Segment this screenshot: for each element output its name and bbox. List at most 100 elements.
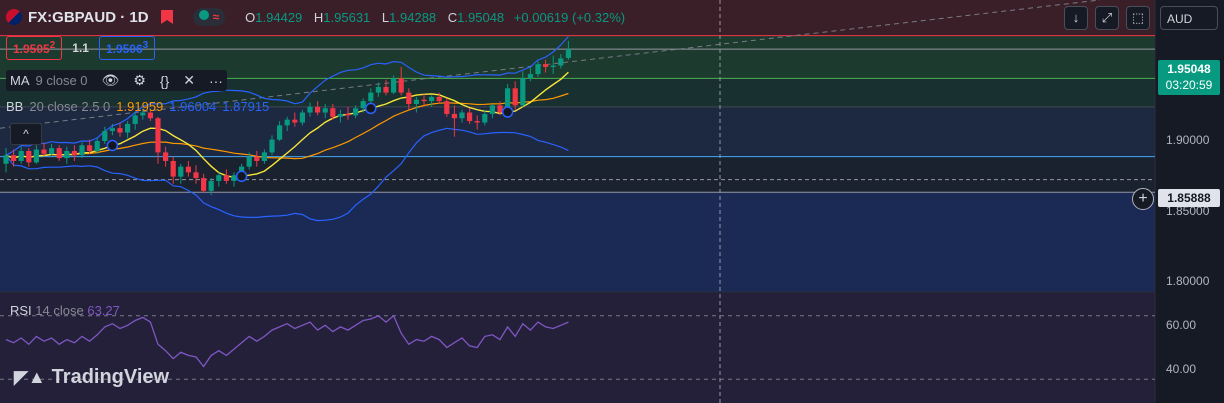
close-icon[interactable]: ✕ <box>183 72 195 88</box>
candle-body <box>223 175 229 181</box>
ohlc-values: O1.94429 H1.95631 L1.94288 C1.95048 +0.0… <box>245 10 625 25</box>
collapse-legend-button[interactable]: ^ <box>10 123 42 145</box>
source-code-icon[interactable]: {} <box>159 72 170 89</box>
crosshair-price-label: 1.85888 <box>1158 189 1220 207</box>
rsi-line <box>5 314 569 368</box>
ma-cross-marker <box>106 139 119 152</box>
candle-body <box>201 178 207 191</box>
bb-params: 20 close 2.5 0 <box>29 99 111 114</box>
candle-body <box>459 112 465 119</box>
candle-body <box>558 58 564 66</box>
ma-cross-marker <box>235 170 248 183</box>
bookmark-icon[interactable] <box>160 10 173 24</box>
candle-body <box>489 105 495 114</box>
candle-body <box>3 155 9 164</box>
eye-icon[interactable]: 👁 <box>101 72 120 88</box>
candle-body <box>18 150 24 161</box>
high-value: 1.95631 <box>323 9 371 25</box>
candle-body <box>429 96 435 102</box>
candle-body <box>391 78 397 93</box>
candle-body <box>140 112 146 116</box>
close-label: C <box>447 9 458 25</box>
bb-legend[interactable]: BB 20 close 2.5 0 1.91959 1.96004 1.8791… <box>6 99 269 114</box>
candle-body <box>102 131 108 142</box>
candle-body <box>330 108 336 117</box>
candle-body <box>444 101 450 114</box>
candle-body <box>505 88 511 113</box>
last-price-label: 1.95048 03:20:59 <box>1158 60 1220 95</box>
candle-body <box>185 166 191 173</box>
price-tick-label: 1.90000 <box>1166 133 1210 147</box>
gear-icon[interactable]: ⚙ <box>133 72 146 88</box>
candle-body <box>41 149 47 154</box>
rsi-value: 63.27 <box>87 303 120 318</box>
candle-body <box>527 74 533 79</box>
candle-body <box>322 108 328 113</box>
candle-body <box>94 141 100 151</box>
candle-body <box>467 112 473 122</box>
candle-body <box>406 92 412 104</box>
rsi-pane <box>0 292 1155 403</box>
blue-zone <box>0 106 1155 157</box>
symbol-legend[interactable]: FX:GBPAUD · 1D ≈ O1.94429 H1.95631 L1.94… <box>6 8 625 26</box>
candle-body <box>299 112 305 123</box>
market-status-pill[interactable]: ≈ <box>192 8 226 26</box>
high-label: H <box>313 9 324 25</box>
open-label: O <box>245 9 256 25</box>
ma-cross-marker <box>501 106 514 118</box>
scroll-down-button[interactable]: ↓ <box>1064 6 1088 30</box>
buy-price-small: 3 <box>142 40 149 51</box>
tradingview-logo[interactable]: ◤▲ TradingView <box>14 366 169 389</box>
candle-body <box>79 145 85 156</box>
candle-body <box>56 148 62 159</box>
price-tick-label: 1.85000 <box>1166 204 1210 218</box>
candle-body <box>398 78 404 93</box>
bb-upper-value: 1.96004 <box>169 99 217 114</box>
rsi-tick-label: 40.00 <box>1166 362 1197 376</box>
rsi-tick-label: 60.00 <box>1166 318 1197 332</box>
candle-body <box>421 99 427 102</box>
spread-value: 1.1 <box>72 41 89 55</box>
tradingview-logo-text: TradingView <box>51 366 170 388</box>
fullscreen-button[interactable]: ⤢ <box>1095 6 1119 30</box>
ma-legend[interactable]: MA 9 close 0 👁 ⚙ {} ✕ ··· <box>6 70 227 91</box>
candle-body <box>497 105 503 113</box>
currency-label: AUD <box>1167 12 1193 26</box>
candle-body <box>254 156 260 161</box>
bb-lower-value: 1.87915 <box>222 99 270 114</box>
rsi-params: 14 close <box>35 303 84 318</box>
candle-body <box>132 115 138 124</box>
screenshot-button[interactable]: ⬚ <box>1126 6 1150 30</box>
candle-body <box>246 156 252 167</box>
candle-body <box>315 106 321 113</box>
currency-select[interactable]: AUD <box>1160 6 1218 30</box>
change-value: +0.00619 (+0.32%) <box>513 9 626 25</box>
bb-name: BB <box>6 99 24 114</box>
ma-params: 9 close 0 <box>35 73 88 88</box>
candle-body <box>482 113 488 123</box>
upper-zone <box>0 0 1155 36</box>
candle-body <box>353 108 359 116</box>
candle-body <box>125 123 131 133</box>
sell-price-small: 2 <box>49 40 56 51</box>
symbol-label[interactable]: FX:GBPAUD · 1D <box>28 8 149 26</box>
rsi-legend[interactable]: RSI 14 close 63.27 <box>10 303 120 318</box>
bb-lower-line <box>5 127 569 222</box>
candle-body <box>26 150 32 163</box>
candle-body <box>368 92 374 102</box>
buy-button[interactable]: 1.95063 <box>98 36 156 60</box>
candle-body <box>170 160 176 177</box>
candle-body <box>109 128 115 132</box>
candle-body <box>550 65 556 67</box>
candle-body <box>231 175 237 181</box>
candle-body <box>64 150 70 159</box>
more-icon[interactable]: ··· <box>208 72 223 89</box>
candle-body <box>565 49 571 58</box>
sell-button[interactable]: 1.95052 <box>6 36 63 60</box>
sell-price: 1.9505 <box>13 42 50 56</box>
add-crosshair-icon[interactable]: + <box>1132 188 1154 210</box>
candle-body <box>543 64 549 67</box>
candle-body <box>292 119 298 123</box>
candle-body <box>375 86 381 93</box>
